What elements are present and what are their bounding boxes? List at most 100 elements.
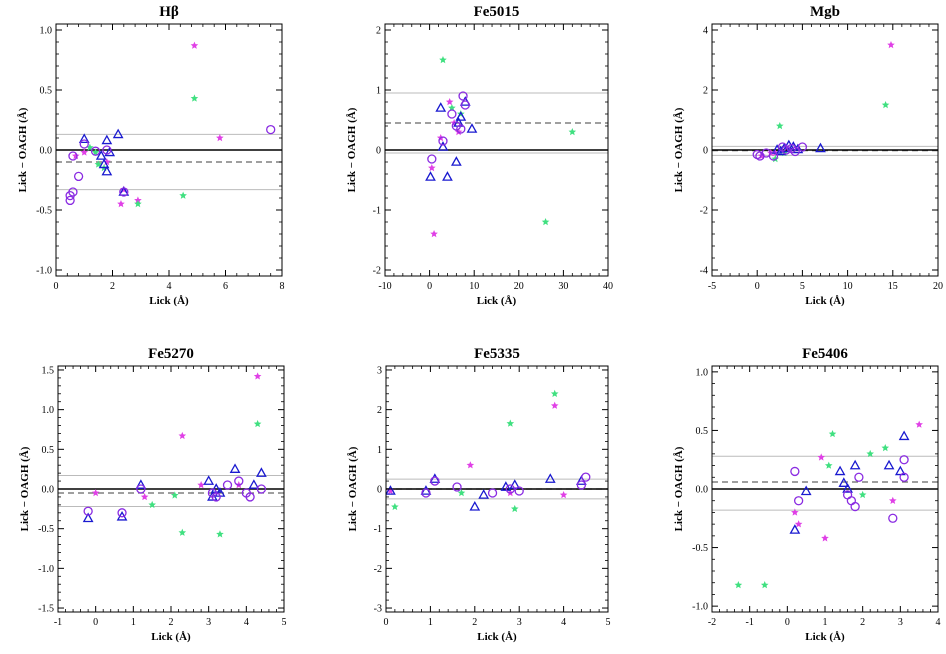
data-point-star bbox=[216, 134, 224, 142]
y-tick-label: -3 bbox=[374, 604, 382, 615]
data-point-triangle bbox=[789, 524, 801, 534]
x-tick-label: 1 bbox=[823, 617, 828, 628]
data-point-star bbox=[858, 490, 867, 499]
data-point-star bbox=[760, 581, 769, 589]
y-tick-label: -2 bbox=[700, 206, 708, 217]
y-tick-label: 2 bbox=[376, 26, 381, 37]
x-tick-label: -5 bbox=[708, 281, 716, 292]
x-tick-label: 15 bbox=[888, 281, 898, 292]
data-point-circle bbox=[234, 476, 244, 486]
data-point-circle bbox=[119, 187, 129, 197]
y-tick-label: -1 bbox=[373, 206, 381, 217]
data-point-star bbox=[506, 419, 515, 427]
y-tick-label: -1 bbox=[374, 524, 382, 535]
data-point-circle bbox=[460, 100, 470, 110]
x-tick-label: 4 bbox=[167, 281, 172, 292]
y-tick-label: -1.0 bbox=[692, 602, 708, 613]
data-point-circle bbox=[581, 472, 591, 482]
y-tick-label: 1.5 bbox=[42, 365, 55, 376]
data-point-star bbox=[430, 230, 438, 238]
data-point-triangle bbox=[450, 156, 462, 166]
x-tick-label: 4 bbox=[561, 617, 566, 628]
data-point-circle bbox=[793, 496, 804, 506]
data-point-circle bbox=[899, 472, 909, 482]
data-point-circle bbox=[850, 501, 860, 512]
x-tick-label: 2 bbox=[472, 617, 477, 628]
data-point-circle bbox=[438, 136, 448, 146]
x-tick-label: 0 bbox=[427, 281, 432, 292]
data-point-star bbox=[445, 98, 454, 106]
data-point-star bbox=[80, 148, 89, 156]
y-axis-label: Lick − OAGH (Å) bbox=[346, 107, 358, 192]
data-point-triangle bbox=[98, 158, 110, 169]
y-tick-label: 1.0 bbox=[696, 367, 709, 378]
x-tick-label: 3 bbox=[898, 617, 903, 628]
y-axis-label: Lick − OAGH (Å) bbox=[673, 107, 685, 192]
x-tick-label: 0 bbox=[785, 617, 790, 628]
data-point-star bbox=[134, 200, 142, 208]
data-point-star bbox=[915, 420, 923, 428]
data-point-triangle bbox=[800, 485, 812, 496]
data-point-triangle bbox=[101, 165, 113, 176]
y-tick-label: -0.5 bbox=[36, 206, 52, 217]
x-tick-label: 5 bbox=[282, 617, 287, 628]
y-tick-label: 1 bbox=[376, 86, 381, 97]
data-point-star bbox=[887, 41, 895, 49]
y-axis-label: Lick − OAGH (Å) bbox=[17, 107, 29, 192]
data-point-star bbox=[190, 41, 199, 49]
data-point-circle bbox=[514, 486, 524, 496]
data-point-circle bbox=[899, 455, 909, 465]
panel-fe5270: -1 0 1 2 3 4 5 -1.5 -1.0 -0.5 0.0 0.5 1.0 1.5 Fe5270 Li… bbox=[19, 346, 287, 643]
x-tick-label: 5 bbox=[800, 281, 805, 292]
panel-title: Fe5270 bbox=[148, 346, 194, 362]
markers bbox=[65, 41, 276, 208]
data-point-triangle bbox=[256, 467, 267, 477]
data-point-circle bbox=[842, 490, 853, 500]
data-point-star bbox=[178, 528, 187, 536]
data-point-circle bbox=[68, 151, 78, 161]
data-point-triangle bbox=[442, 171, 453, 181]
x-tick-label: 0 bbox=[384, 617, 389, 628]
data-point-star bbox=[776, 122, 784, 130]
x-tick-label: 5 bbox=[606, 617, 611, 628]
data-point-star bbox=[170, 491, 179, 499]
data-point-star bbox=[179, 191, 187, 199]
data-point-circle bbox=[79, 139, 89, 149]
panel-title: Fe5015 bbox=[474, 4, 520, 20]
data-point-triangle bbox=[842, 483, 853, 493]
y-tick-label: 0 bbox=[377, 485, 382, 496]
panel-title: Fe5335 bbox=[474, 346, 520, 362]
data-point-circle bbox=[797, 142, 808, 152]
panel-title: Hβ bbox=[159, 4, 179, 20]
y-tick-label: 1.0 bbox=[42, 405, 55, 416]
markers bbox=[734, 420, 923, 589]
y-tick-label: 0.0 bbox=[40, 146, 53, 157]
data-point-star bbox=[550, 389, 559, 398]
x-tick-label: -2 bbox=[708, 617, 716, 628]
x-tick-label: 2 bbox=[110, 281, 115, 292]
data-point-circle bbox=[846, 496, 857, 506]
y-tick-label: 0 bbox=[703, 146, 708, 157]
data-point-circle bbox=[136, 484, 146, 494]
y-tick-label: -2 bbox=[373, 266, 381, 277]
data-point-circle bbox=[245, 492, 255, 502]
data-point-star bbox=[866, 449, 874, 458]
data-point-triangle bbox=[478, 489, 490, 499]
panel-title: Fe5406 bbox=[802, 346, 848, 362]
data-point-triangle bbox=[95, 150, 107, 160]
data-point-star bbox=[791, 508, 799, 516]
y-tick-label: 1.0 bbox=[40, 26, 53, 37]
data-point-triangle bbox=[435, 102, 447, 112]
data-point-circle bbox=[266, 124, 276, 135]
y-tick-label: -1.0 bbox=[38, 564, 54, 575]
x-tick-label: 0 bbox=[93, 617, 98, 628]
x-tick-label: 3 bbox=[517, 617, 522, 628]
y-tick-label: -0.5 bbox=[38, 524, 54, 535]
y-tick-label: 0.5 bbox=[696, 426, 709, 437]
y-tick-label: 0 bbox=[376, 146, 381, 157]
x-tick-label: 4 bbox=[244, 617, 249, 628]
y-tick-label: -0.5 bbox=[692, 543, 708, 554]
data-point-triangle bbox=[135, 479, 147, 489]
data-point-star bbox=[439, 56, 447, 64]
data-point-triangle bbox=[838, 477, 850, 487]
